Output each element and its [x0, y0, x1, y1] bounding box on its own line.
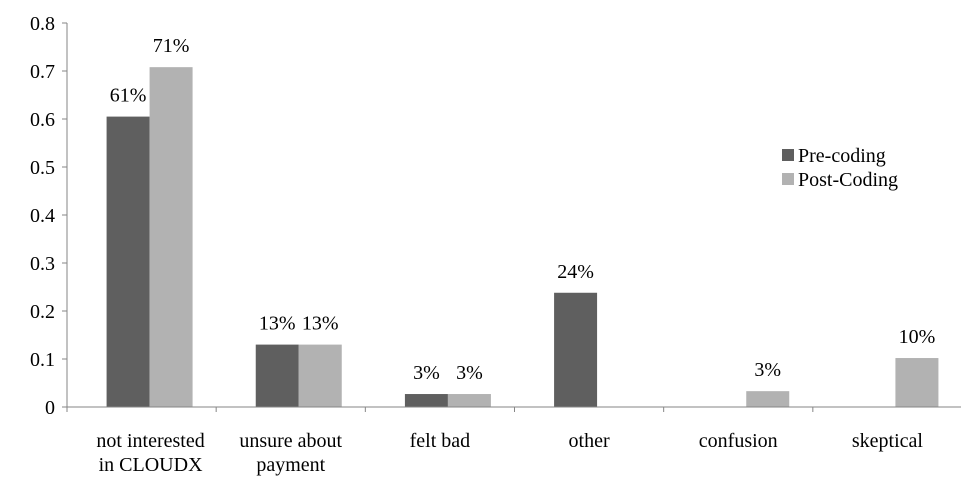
y-tick-label: 0.8	[30, 13, 55, 35]
data-label: 3%	[456, 362, 483, 384]
y-tick-label: 0	[45, 397, 55, 419]
bar-post-coding	[746, 391, 790, 407]
bar-pre-coding	[554, 292, 598, 407]
legend-label: Post-Coding	[798, 169, 898, 191]
category-label: not interested in CLOUDX	[96, 430, 204, 476]
x-axis-ticks	[66, 407, 814, 412]
y-tick-label: 0.2	[30, 301, 55, 323]
category-label: unsure about payment	[239, 430, 342, 476]
bar-pre-coding	[404, 394, 448, 407]
category-label: felt bad	[410, 430, 471, 452]
category-label: confusion	[699, 430, 778, 452]
bar-pre-coding	[255, 344, 299, 407]
data-label: 24%	[557, 261, 594, 283]
y-tick-label: 0.5	[30, 157, 55, 179]
data-label: 3%	[413, 362, 440, 384]
category-labels: not interested in CLOUDX unsure about payme…	[96, 430, 923, 476]
bar-pre-coding	[106, 116, 150, 407]
y-tick-label: 0.3	[30, 253, 55, 275]
y-tick-label: 0.6	[30, 109, 55, 131]
data-label: 13%	[259, 313, 296, 335]
legend-label: Pre-coding	[798, 145, 886, 167]
data-label: 71%	[153, 35, 190, 57]
data-label: 10%	[899, 326, 936, 348]
data-labels: 61% 71% 13% 13% 3% 3% 24% 3% 10%	[110, 35, 936, 384]
category-label: skeptical	[852, 430, 924, 452]
bar-post-coding	[895, 358, 939, 407]
y-axis-ticks: 0 0.1 0.2 0.3 0.4 0.5 0.6 0.7 0.8	[30, 13, 67, 419]
legend-swatch	[782, 173, 794, 185]
data-label: 61%	[110, 85, 147, 107]
bars	[106, 67, 939, 407]
bar-post-coding	[447, 394, 491, 407]
legend-swatch	[782, 149, 794, 161]
bar-post-coding	[298, 344, 342, 407]
bar-post-coding	[149, 67, 193, 407]
category-label: other	[569, 430, 610, 452]
data-label: 13%	[302, 313, 339, 335]
data-label: 3%	[754, 359, 781, 381]
y-tick-label: 0.1	[30, 349, 55, 371]
y-tick-label: 0.4	[30, 205, 55, 227]
y-tick-label: 0.7	[30, 61, 55, 83]
